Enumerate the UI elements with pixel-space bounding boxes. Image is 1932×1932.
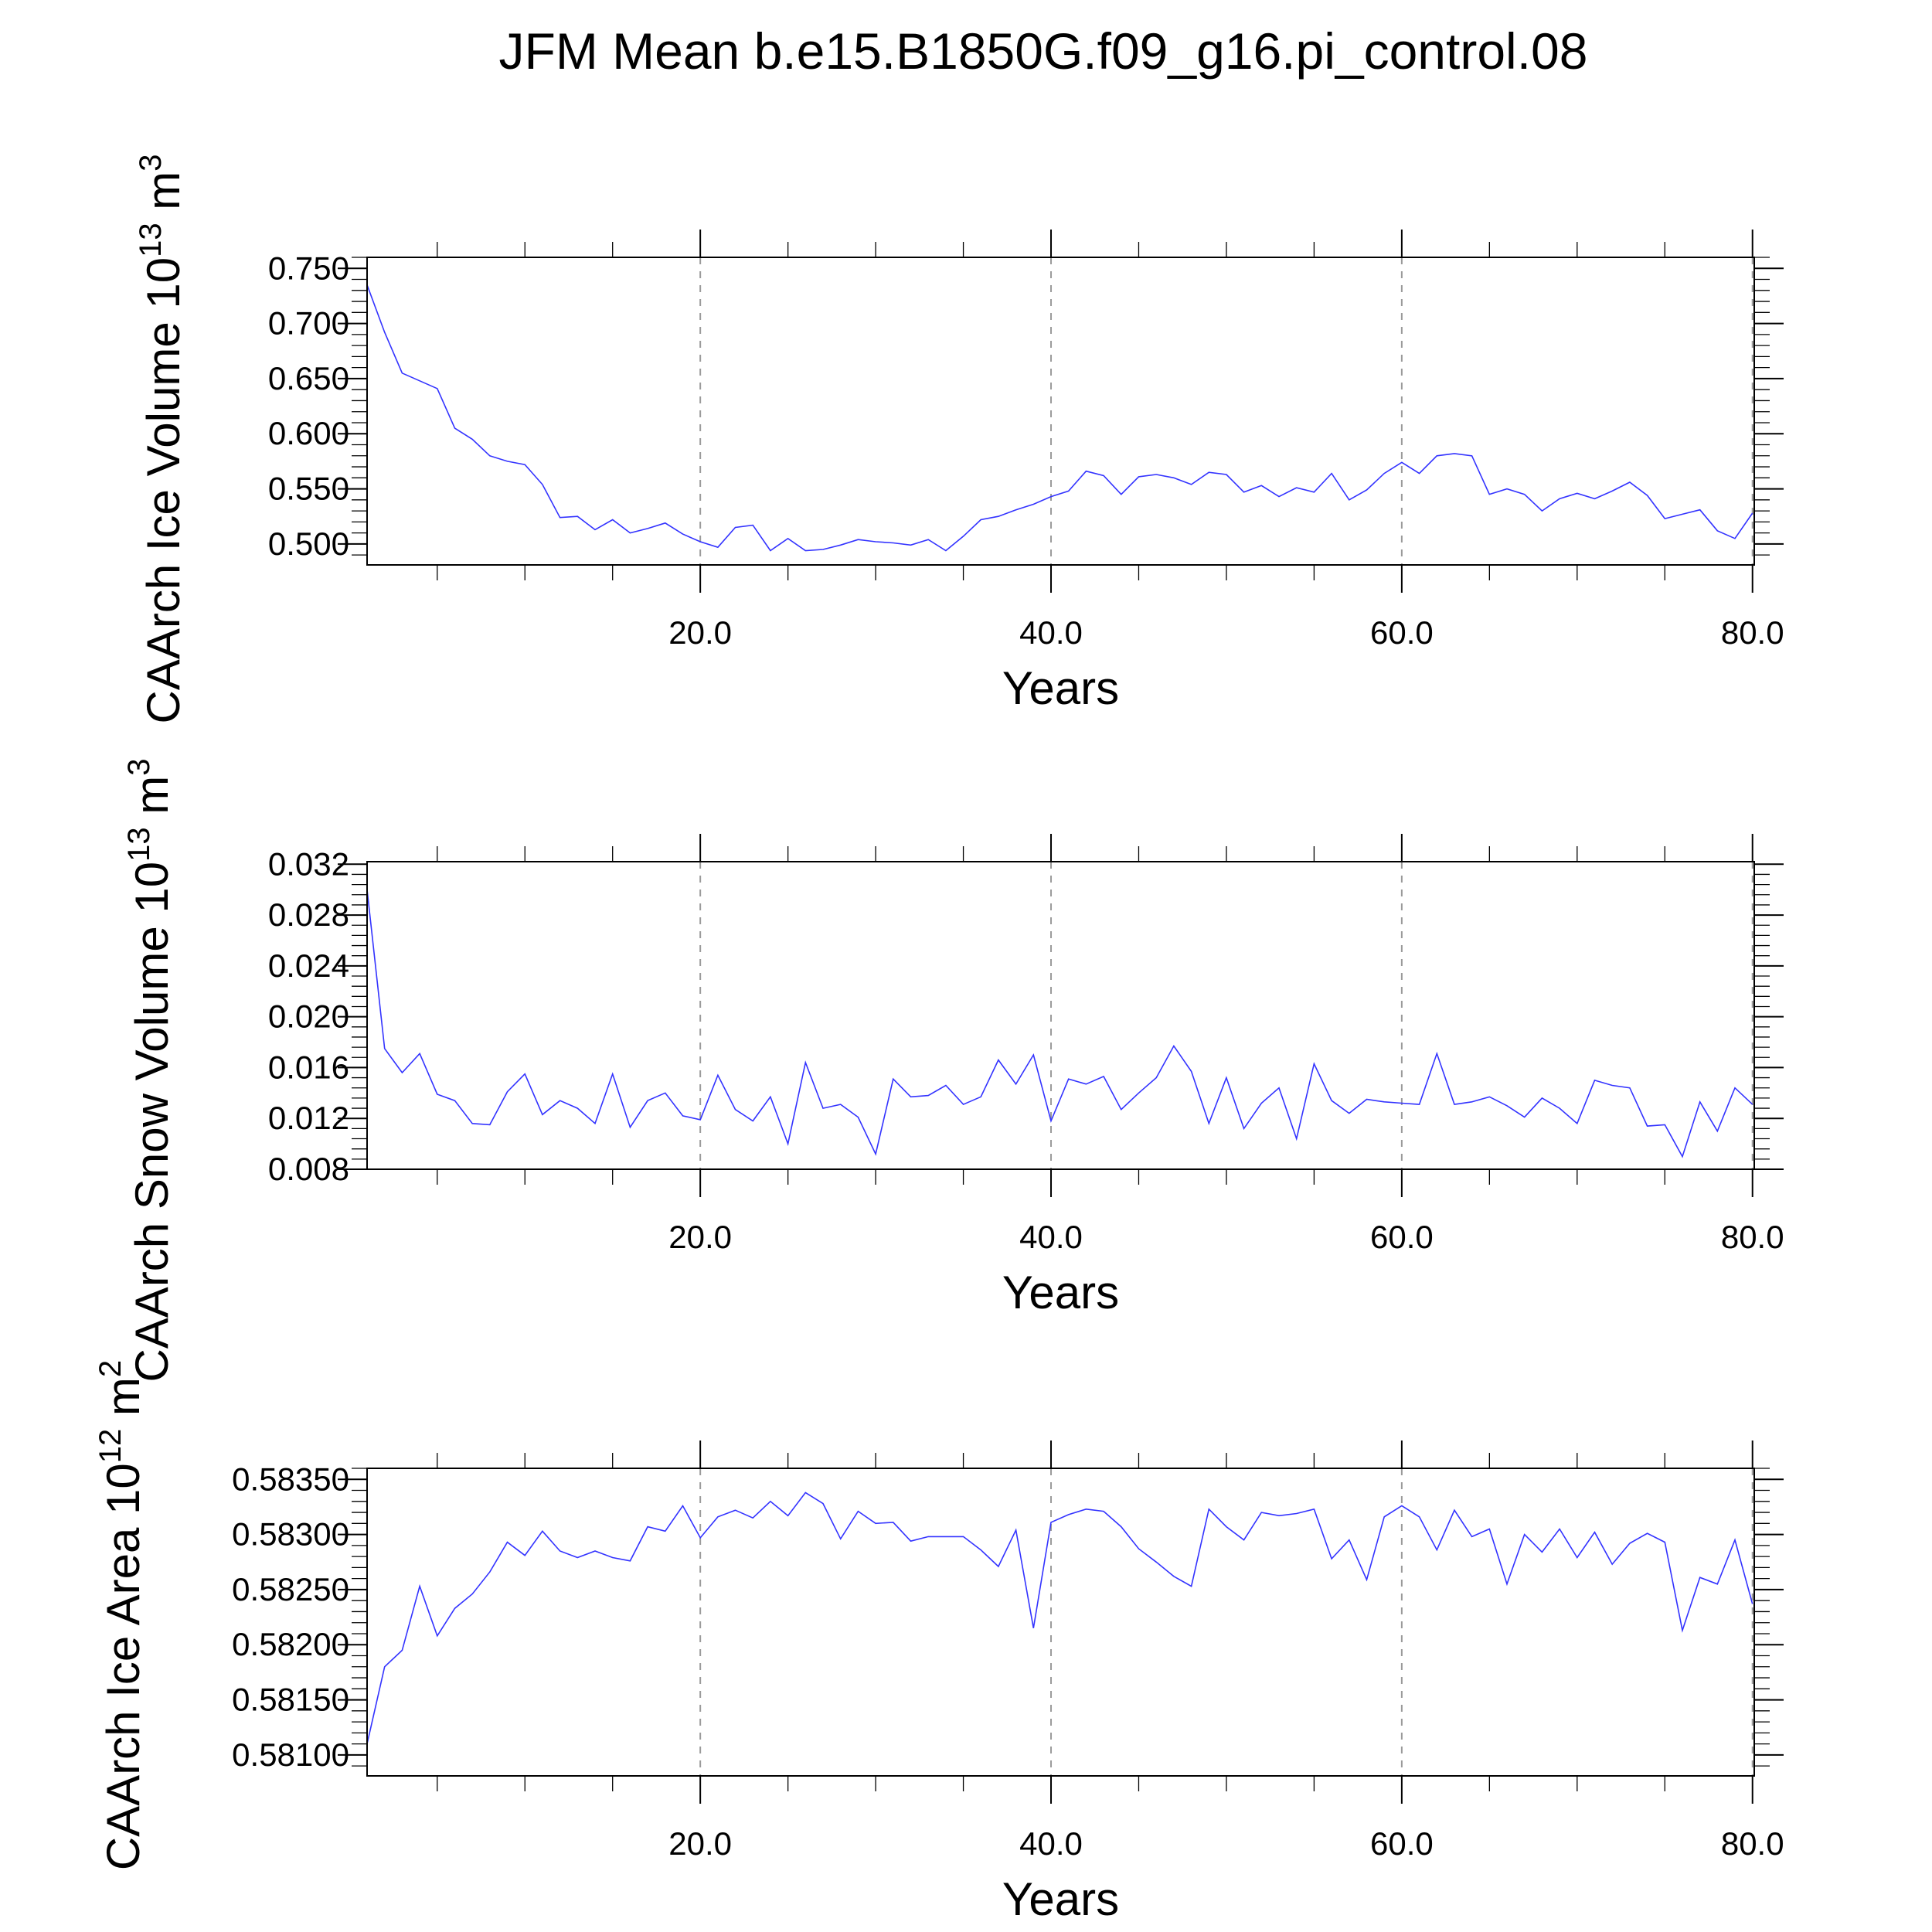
plot-frame [366,861,1755,1170]
y-tick-label: 0.024 [268,947,349,984]
x-axis-label: Years [1002,1267,1119,1318]
x-tick-label: 80.0 [1721,1219,1784,1255]
y-tick-label: 0.58200 [232,1626,349,1662]
series-line-ice-area [366,1492,1753,1744]
x-tick-label: 20.0 [668,614,732,651]
x-axis-label: Years [1002,662,1119,714]
y-tick-label: 0.008 [268,1151,349,1187]
y-tick-label: 0.012 [268,1100,349,1136]
y-tick-label: 0.58150 [232,1682,349,1718]
y-tick-label: 0.58250 [232,1571,349,1607]
panel-ice-area: 0.58100 0.58150 0.58200 0.58250 0.58300 0.583… [94,1360,1784,1925]
y-tick-label: 0.700 [268,305,349,342]
y-axis-label: CAArch Ice Area 1012 m2 [94,1360,149,1870]
y-tick-label: 0.020 [268,998,349,1035]
y-tick-label: 0.750 [268,250,349,286]
x-tick-label: 80.0 [1721,1825,1784,1862]
x-tick-label: 40.0 [1019,614,1083,651]
x-tick-label: 60.0 [1370,614,1434,651]
x-tick-label: 60.0 [1370,1825,1434,1862]
series-line-snow-volume [366,889,1753,1158]
x-tick-label: 80.0 [1721,614,1784,651]
y-tick-label: 0.028 [268,896,349,933]
y-axis-label: CAArch Snow Volume 1013 m3 [122,758,178,1382]
y-tick-label: 0.58300 [232,1516,349,1553]
x-tick-label: 40.0 [1019,1825,1083,1862]
y-tick-label: 0.650 [268,360,349,396]
y-axis-label: CAArch Ice Volume 1013 m3 [134,154,189,723]
y-tick-label: 0.58100 [232,1736,349,1773]
panel-ice-volume: 0.500 0.550 0.600 0.650 0.700 0.750 20.0 40.0 60… [134,154,1784,723]
plot-frame [366,1468,1755,1777]
x-tick-label: 20.0 [668,1219,732,1255]
y-tick-label: 0.016 [268,1049,349,1085]
y-tick-label: 0.032 [268,845,349,882]
y-tick-label: 0.550 [268,471,349,507]
chart-panels: 0.500 0.550 0.600 0.650 0.700 0.750 20.0 40.0 60… [94,154,1784,1925]
x-tick-label: 20.0 [668,1825,732,1862]
chart-title: JFM Mean b.e15.B1850G.f09_g16.pi_control… [499,22,1588,80]
y-tick-label: 0.600 [268,415,349,451]
y-tick-label: 0.500 [268,526,349,562]
series-line-ice-volume [366,284,1753,552]
x-tick-label: 40.0 [1019,1219,1083,1255]
y-tick-label: 0.58350 [232,1461,349,1497]
x-axis-label: Years [1002,1873,1119,1925]
plot-frame [366,257,1755,566]
x-tick-label: 60.0 [1370,1219,1434,1255]
panel-snow-volume: 0.008 0.012 0.016 0.020 0.024 0.028 0.032 20.0 4… [122,758,1784,1382]
